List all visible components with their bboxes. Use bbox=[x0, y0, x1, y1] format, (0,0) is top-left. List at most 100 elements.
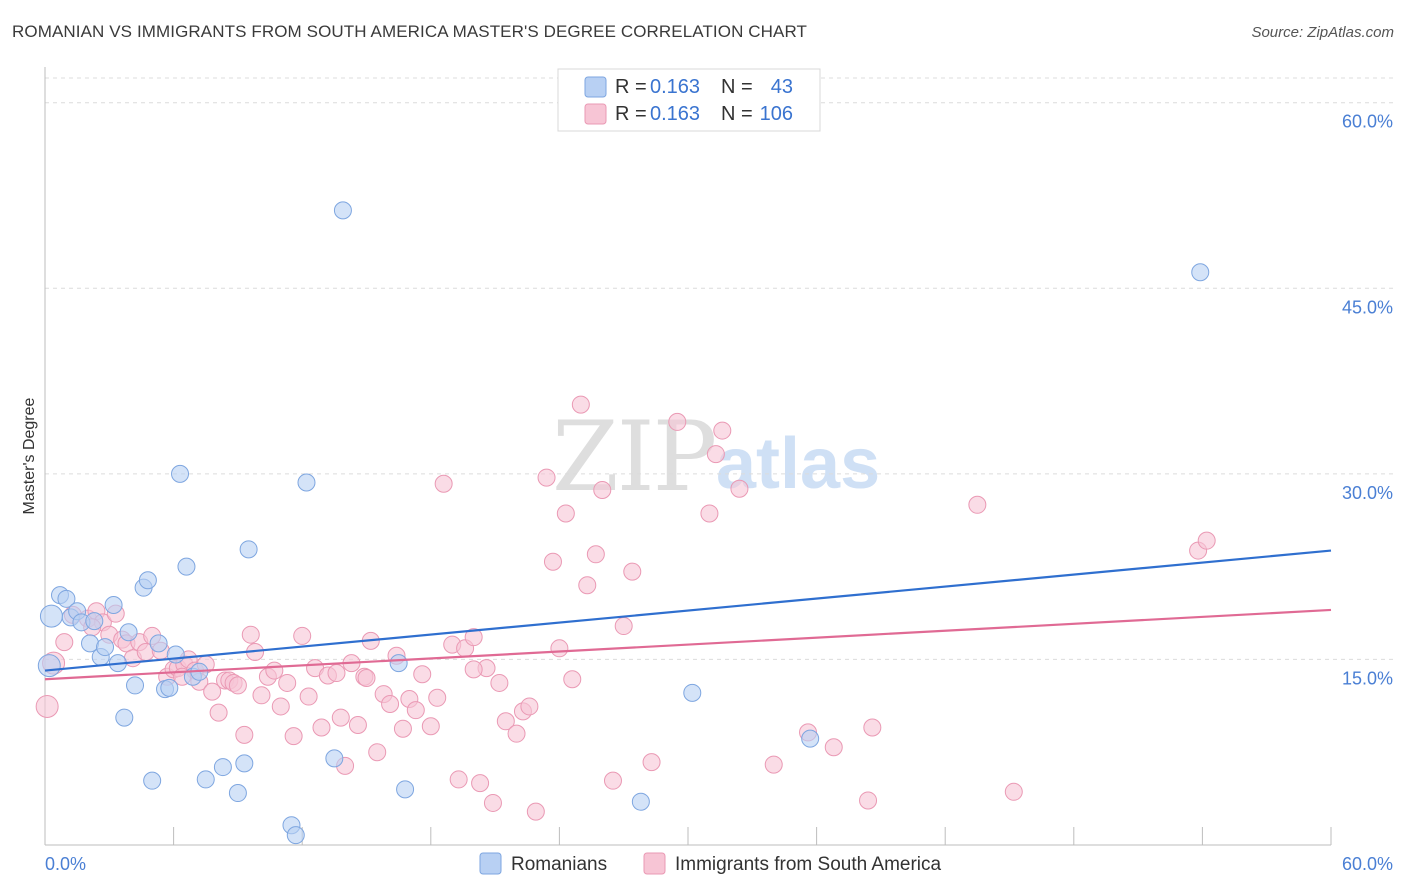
x-tick-label: 0.0% bbox=[45, 854, 86, 874]
y-tick-label: 30.0% bbox=[1342, 483, 1393, 503]
romanian-point bbox=[85, 612, 104, 631]
immigrant-point bbox=[526, 802, 545, 821]
romanian-point bbox=[228, 784, 247, 803]
romanian-point bbox=[143, 771, 162, 790]
immigrant-point bbox=[490, 673, 509, 692]
bottom-legend-label-immigrants: Immigrants from South America bbox=[675, 854, 942, 875]
romanian-point bbox=[96, 638, 115, 657]
y-tick-label: 15.0% bbox=[1342, 668, 1393, 688]
immigrant-point bbox=[603, 771, 622, 790]
immigrant-point bbox=[312, 718, 331, 737]
legend-n-value-2: 106 bbox=[760, 103, 793, 125]
y-axis-title: Master's Degree bbox=[21, 397, 38, 514]
immigrant-point bbox=[706, 445, 725, 464]
legend-r-value-2: 0.163 bbox=[650, 103, 700, 125]
immigrant-point bbox=[556, 504, 575, 523]
romanian-point bbox=[160, 678, 179, 697]
immigrant-point bbox=[293, 626, 312, 645]
immigrant-point bbox=[586, 545, 605, 564]
romanian-point bbox=[177, 557, 196, 576]
bottom-legend-swatch-immigrants bbox=[643, 852, 666, 875]
romanian-point bbox=[126, 676, 145, 695]
legend: R = 0.163 N = 43 R = 0.163 N = 106 bbox=[557, 68, 821, 132]
romanian-point bbox=[138, 571, 157, 590]
romanian-point bbox=[37, 654, 61, 678]
watermark: ZIP atlas bbox=[552, 401, 880, 513]
immigrant-point bbox=[623, 562, 642, 581]
immigrant-point bbox=[520, 697, 539, 716]
bottom-legend: Romanians Immigrants from South America bbox=[479, 852, 942, 875]
romanian-point bbox=[39, 604, 63, 628]
immigrant-point bbox=[1197, 531, 1216, 550]
bottom-legend-label-romanians: Romanians bbox=[511, 854, 607, 875]
immigrant-point bbox=[496, 712, 515, 731]
romanian-point bbox=[213, 758, 232, 777]
legend-n-value-1: 43 bbox=[771, 76, 793, 98]
romanian-point bbox=[196, 770, 215, 789]
immigrant-point bbox=[1004, 782, 1023, 801]
immigrant-point bbox=[571, 395, 590, 414]
romanian-point bbox=[115, 708, 134, 727]
romanian-point bbox=[57, 589, 76, 608]
romanian-point bbox=[396, 780, 415, 799]
immigrant-point bbox=[537, 468, 556, 487]
immigrant-point bbox=[642, 753, 661, 772]
source-label: Source: ZipAtlas.com bbox=[1251, 24, 1394, 41]
romanian-point bbox=[801, 729, 820, 748]
data-points bbox=[35, 201, 1216, 845]
immigrant-point bbox=[593, 480, 612, 499]
immigrant-point bbox=[421, 717, 440, 736]
romanian-point bbox=[631, 792, 650, 811]
immigrant-point bbox=[235, 725, 254, 744]
immigrant-point bbox=[730, 479, 749, 498]
immigrant-point bbox=[824, 738, 843, 757]
immigrant-point bbox=[327, 664, 346, 683]
immigrant-point bbox=[406, 701, 425, 720]
immigrant-point bbox=[331, 708, 350, 727]
immigrant-point bbox=[578, 576, 597, 595]
immigrant-point bbox=[203, 682, 222, 701]
immigrant-point bbox=[483, 793, 502, 812]
immigrant-point bbox=[209, 703, 228, 722]
immigrant-point bbox=[614, 617, 633, 636]
legend-swatch-romanians bbox=[584, 76, 607, 98]
immigrant-point bbox=[507, 724, 526, 743]
immigrant-point bbox=[252, 686, 271, 705]
y-tick-label: 60.0% bbox=[1342, 112, 1393, 132]
trend-lines bbox=[44, 549, 1332, 681]
immigrant-point bbox=[278, 673, 297, 692]
immigrant-point bbox=[55, 633, 74, 652]
immigrant-point bbox=[449, 770, 468, 789]
romanian-point bbox=[1191, 263, 1210, 282]
immigrant-point bbox=[713, 421, 732, 440]
immigrant-point bbox=[348, 716, 367, 735]
romanian-point bbox=[119, 623, 138, 642]
legend-swatch-immigrants bbox=[584, 103, 607, 125]
immigrant-point bbox=[265, 661, 284, 680]
bottom-legend-swatch-romanians bbox=[479, 852, 502, 875]
immigrant-point bbox=[968, 495, 987, 514]
romanian-point bbox=[171, 464, 190, 483]
y-tick-labels: 15.0% 30.0% 45.0% 60.0% bbox=[1342, 112, 1393, 689]
immigrant-point bbox=[464, 628, 483, 647]
immigrant-point bbox=[284, 727, 303, 746]
immigrant-point bbox=[700, 504, 719, 523]
immigrant-point bbox=[563, 670, 582, 689]
romanian-point bbox=[149, 634, 168, 653]
immigrant-point bbox=[434, 474, 453, 493]
immigrant-point bbox=[543, 552, 562, 571]
immigrant-point bbox=[393, 719, 412, 738]
romanian-point bbox=[325, 749, 344, 768]
immigrants-trend-line bbox=[44, 608, 1332, 681]
watermark-zip: ZIP bbox=[552, 401, 715, 513]
immigrant-point bbox=[228, 676, 247, 695]
romanian-point bbox=[286, 826, 305, 845]
y-tick-label: 45.0% bbox=[1342, 297, 1393, 317]
immigrant-point bbox=[271, 697, 290, 716]
romanian-point bbox=[333, 201, 352, 220]
immigrant-point bbox=[35, 694, 59, 718]
legend-r-value-1: 0.163 bbox=[650, 76, 700, 98]
immigrant-point bbox=[550, 639, 569, 658]
chart-title: ROMANIAN VS IMMIGRANTS FROM SOUTH AMERIC… bbox=[12, 22, 808, 41]
